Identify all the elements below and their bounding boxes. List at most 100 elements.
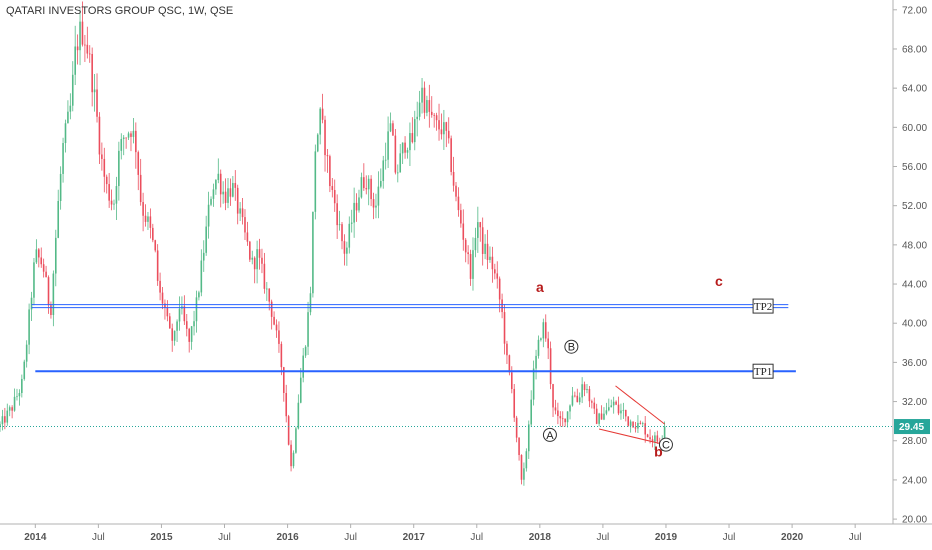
- y-tick-label: 20.00: [902, 515, 927, 526]
- candle-body: [353, 202, 355, 223]
- wave-label-b: b: [654, 443, 663, 459]
- candle-body: [57, 200, 60, 238]
- label-tp2: TP2: [754, 301, 772, 313]
- candle-body: [270, 301, 273, 317]
- candle-body: [122, 137, 125, 139]
- candle-body: [464, 239, 467, 253]
- candle-body: [54, 237, 57, 274]
- candle-body: [144, 215, 147, 222]
- candle-body: [188, 328, 190, 342]
- candle-body: [171, 328, 174, 341]
- candle-body: [290, 444, 292, 467]
- candle-body: [118, 150, 120, 187]
- candle-body: [603, 413, 605, 420]
- candle-body: [287, 416, 290, 445]
- candle-body: [346, 247, 348, 254]
- candle-body: [588, 388, 591, 402]
- candle-body: [462, 223, 465, 240]
- candle-body: [212, 189, 215, 199]
- y-tick-label: 32.00: [902, 397, 927, 408]
- x-tick-label: 2019: [655, 532, 678, 543]
- circle-marker-c: [658, 437, 673, 452]
- candle-body: [25, 344, 28, 362]
- candle-body: [16, 396, 18, 398]
- y-tick-label: 24.00: [902, 475, 927, 486]
- candle-body: [33, 262, 35, 298]
- candle-body: [40, 257, 43, 265]
- candle-body: [348, 223, 351, 248]
- candle-body: [183, 306, 186, 322]
- candle-body: [338, 224, 341, 226]
- candle-body: [246, 232, 249, 242]
- candle-body: [195, 297, 198, 322]
- candle-body: [566, 411, 569, 423]
- candle-body: [460, 210, 462, 224]
- candle-body: [472, 250, 474, 279]
- candle-body: [152, 227, 154, 241]
- candle-body: [125, 137, 127, 139]
- candle-body: [185, 321, 188, 329]
- y-tick-label: 56.00: [902, 162, 927, 173]
- candle-body: [6, 410, 9, 423]
- candle-body: [210, 198, 212, 205]
- candle-body: [651, 439, 654, 442]
- candle-body: [372, 199, 375, 208]
- candle-body: [593, 402, 596, 409]
- candle-body: [275, 324, 278, 331]
- candle-body: [583, 384, 586, 391]
- candle-body: [292, 452, 295, 467]
- candle-body: [469, 254, 472, 279]
- candle-body: [506, 343, 508, 356]
- candle-body: [164, 303, 166, 308]
- chart-title: QATARI INVESTORS GROUP QSC, 1W, QSE: [6, 5, 234, 17]
- candle-body: [494, 269, 496, 274]
- candle-body: [496, 273, 499, 279]
- candle-body: [557, 410, 559, 417]
- candle-body: [418, 102, 421, 117]
- candle-body: [261, 257, 263, 264]
- x-tick-label: 2017: [403, 532, 426, 543]
- candle-body: [554, 407, 557, 411]
- x-tick-label: 2014: [24, 532, 47, 543]
- candle-body: [644, 423, 647, 435]
- candle-body: [438, 120, 440, 130]
- candle-body: [219, 173, 222, 195]
- candle-body: [74, 46, 76, 75]
- candle-body: [266, 288, 268, 290]
- x-tick-label: Jul: [470, 532, 483, 543]
- candle-body: [445, 122, 448, 131]
- candle-body: [302, 355, 304, 378]
- candle-body: [498, 278, 501, 300]
- y-tick-label: 36.00: [902, 358, 927, 369]
- candle-body: [363, 177, 365, 189]
- x-tick-label: Jul: [597, 532, 610, 543]
- candles: [0, 1, 666, 486]
- candle-body: [423, 87, 426, 113]
- candle-body: [591, 401, 593, 403]
- candle-body: [624, 409, 627, 417]
- candle-body: [336, 203, 338, 226]
- candle-body: [654, 435, 656, 442]
- candle-body: [307, 312, 309, 347]
- candle-body: [190, 326, 193, 342]
- candle-body: [256, 249, 258, 270]
- candle-body: [93, 89, 96, 93]
- candle-body: [620, 410, 622, 414]
- candle-body: [1, 416, 4, 425]
- x-tick-label: Jul: [849, 532, 862, 543]
- candle-body: [120, 138, 123, 151]
- candle-body: [447, 130, 450, 139]
- wedge-upper-line: [615, 385, 666, 425]
- candle-body: [452, 171, 455, 186]
- candle-body: [491, 256, 494, 270]
- candle-body: [333, 190, 336, 204]
- candle-body: [168, 316, 171, 329]
- candle-body: [663, 426, 666, 442]
- candle-body: [610, 405, 613, 408]
- y-tick-label: 48.00: [902, 240, 927, 251]
- candle-body: [360, 177, 363, 198]
- candle-body: [4, 416, 6, 423]
- candle-body: [571, 395, 574, 406]
- candle-body: [38, 249, 40, 258]
